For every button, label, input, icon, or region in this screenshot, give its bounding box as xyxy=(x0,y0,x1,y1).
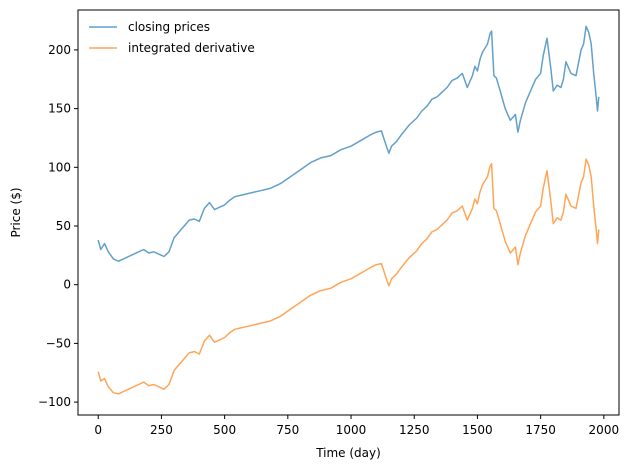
x-tick-label: 500 xyxy=(213,423,236,437)
y-tick-label: 200 xyxy=(48,43,71,57)
x-tick-label: 0 xyxy=(94,423,102,437)
legend: closing prices integrated derivative xyxy=(89,20,255,55)
x-axis-label: Time (day) xyxy=(315,446,381,460)
x-tick-label: 250 xyxy=(150,423,173,437)
y-tick-label: 50 xyxy=(56,219,71,233)
ticks-layer: 0 250 500 750 1000 1250 1500 1750 2000 −100 −50 0 50… xyxy=(38,43,619,437)
y-tick-label: −100 xyxy=(38,395,71,409)
x-tick-label: 750 xyxy=(276,423,299,437)
series-line-closing-prices xyxy=(97,25,600,262)
legend-label-integrated-derivative: integrated derivative xyxy=(128,41,255,55)
y-tick-label: −50 xyxy=(46,336,71,350)
y-axis-label: Price ($) xyxy=(9,187,23,237)
y-tick-label: 0 xyxy=(63,278,71,292)
x-tick-label: 1250 xyxy=(399,423,430,437)
x-tick-label: 2000 xyxy=(589,423,620,437)
x-tick-label: 1750 xyxy=(525,423,556,437)
y-tick-label: 150 xyxy=(48,102,71,116)
series-layer xyxy=(97,25,600,395)
legend-label-closing-prices: closing prices xyxy=(128,20,210,34)
plot-frame xyxy=(77,9,620,416)
x-tick-label: 1000 xyxy=(336,423,367,437)
x-tick-label: 1500 xyxy=(462,423,493,437)
y-tick-label: 100 xyxy=(48,160,71,174)
series-line-integrated-derivative xyxy=(97,158,600,395)
